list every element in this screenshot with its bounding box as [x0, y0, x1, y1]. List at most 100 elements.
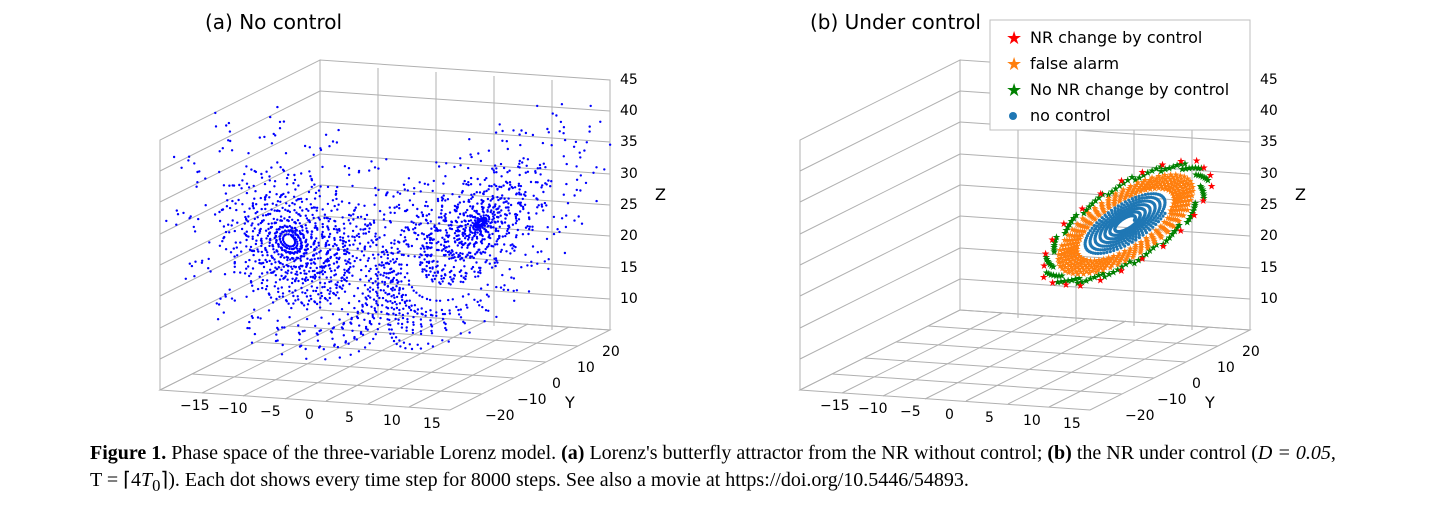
svg-text:10: 10: [620, 291, 638, 307]
svg-text:★: ★: [1096, 275, 1105, 286]
svg-text:★: ★: [1138, 168, 1147, 179]
panel-b-z-label: Z: [1295, 185, 1306, 204]
svg-text:★: ★: [1158, 160, 1167, 171]
panel-a-title: (a) No control: [205, 10, 342, 34]
svg-text:40: 40: [620, 103, 638, 119]
svg-text:20: 20: [620, 228, 638, 244]
svg-text:−10: −10: [517, 392, 547, 408]
panel-a: (a) No control: [90, 10, 710, 430]
svg-text:0: 0: [305, 407, 314, 423]
svg-text:25: 25: [1260, 197, 1278, 213]
star-icon: ★: [1006, 80, 1022, 100]
panel-b-legend: ★ NR change by control ★ false alarm ★ N…: [990, 20, 1250, 130]
svg-text:★: ★: [1059, 219, 1068, 230]
svg-text:−10: −10: [1157, 392, 1187, 408]
svg-text:★: ★: [1076, 281, 1085, 292]
figure-caption: Figure 1. Phase space of the three-varia…: [90, 440, 1350, 498]
legend-item-1: NR change by control: [1030, 28, 1202, 47]
panel-b-x-label: X: [945, 427, 956, 430]
svg-text:−20: −20: [485, 408, 515, 424]
caption-url: https://doi.org/10.5446/54893: [725, 469, 964, 491]
svg-text:−10: −10: [858, 401, 888, 417]
panel-b-y-ticks: −20 −10 0 10 20: [1125, 344, 1260, 424]
star-icon: ★: [1006, 54, 1022, 74]
panel-a-x-ticks: −15 −10 −5 0 5 10 15: [180, 398, 441, 430]
svg-text:★: ★: [1190, 211, 1199, 222]
svg-text:30: 30: [620, 166, 638, 182]
panel-a-z-ticks: 10 15 20 25 30 35 40 45: [620, 72, 638, 307]
svg-text:30: 30: [1260, 166, 1278, 182]
dot-icon: [1009, 112, 1017, 120]
svg-text:★: ★: [1117, 176, 1126, 187]
svg-text:★: ★: [1138, 254, 1147, 265]
svg-text:20: 20: [1242, 344, 1260, 360]
caption-text-1: Phase space of the three-variable Lorenz…: [166, 442, 561, 464]
caption-tail: .: [964, 469, 969, 491]
svg-text:★: ★: [1105, 193, 1113, 203]
panel-a-y-label: Y: [564, 393, 575, 412]
svg-text:★: ★: [1048, 278, 1057, 289]
svg-text:20: 20: [1260, 228, 1278, 244]
panel-b-title: (b) Under control: [810, 10, 981, 34]
caption-label: Figure 1.: [90, 442, 166, 464]
panel-a-z-label: Z: [655, 185, 666, 204]
svg-text:5: 5: [985, 410, 994, 426]
svg-text:★: ★: [1159, 242, 1168, 253]
svg-text:★: ★: [1192, 156, 1201, 167]
svg-text:−15: −15: [820, 398, 850, 414]
svg-text:10: 10: [577, 360, 595, 376]
svg-text:★: ★: [1177, 156, 1186, 167]
svg-text:−15: −15: [180, 398, 210, 414]
caption-T-post: ⌉). Each dot shows every time step for 8…: [160, 469, 725, 491]
svg-text:★: ★: [1062, 280, 1071, 291]
svg-text:10: 10: [383, 413, 401, 429]
svg-text:−5: −5: [900, 404, 921, 420]
svg-text:★: ★: [1206, 171, 1215, 182]
svg-text:15: 15: [1063, 416, 1081, 430]
svg-text:−10: −10: [218, 401, 248, 417]
svg-text:★: ★: [1127, 181, 1135, 191]
svg-text:★: ★: [1048, 235, 1057, 246]
svg-text:0: 0: [552, 376, 561, 392]
svg-text:5: 5: [345, 410, 354, 426]
svg-text:−20: −20: [1125, 408, 1155, 424]
svg-text:★: ★: [1112, 189, 1120, 199]
svg-text:★: ★: [1199, 196, 1208, 207]
svg-text:15: 15: [620, 260, 638, 276]
svg-text:10: 10: [1023, 413, 1041, 429]
svg-text:0: 0: [1192, 376, 1201, 392]
caption-b-pre: the NR under control (: [1072, 442, 1258, 464]
svg-text:45: 45: [620, 72, 638, 88]
caption-b-bold: (b): [1047, 442, 1071, 464]
svg-text:10: 10: [1217, 360, 1235, 376]
panel-b-plot: ★★★★★★★★★★★★★★★★★★★★★★★★★★★★★★★★★★★★★★★★…: [730, 10, 1350, 430]
svg-text:35: 35: [1260, 134, 1278, 150]
panel-a-plot: −15 −10 −5 0 5 10 15 X −20 −10 0 10 20: [90, 10, 710, 430]
panel-a-x-label: X: [305, 427, 316, 430]
caption-text-a: Lorenz's butterfly attractor from the NR…: [584, 442, 1047, 464]
panel-b-y-label: Y: [1204, 393, 1215, 412]
panels-row: (a) No control: [90, 10, 1350, 430]
panel-b-x-ticks: −15 −10 −5 0 5 10 15: [820, 398, 1081, 430]
svg-text:★: ★: [1207, 181, 1216, 192]
svg-text:35: 35: [620, 134, 638, 150]
figure-1: (a) No control: [0, 0, 1440, 531]
svg-text:25: 25: [620, 197, 638, 213]
svg-text:0: 0: [945, 407, 954, 423]
svg-text:★: ★: [1148, 173, 1156, 183]
svg-text:45: 45: [1260, 72, 1278, 88]
svg-text:20: 20: [602, 344, 620, 360]
svg-text:−5: −5: [260, 404, 281, 420]
panel-a-y-ticks: −20 −10 0 10 20: [485, 344, 620, 424]
svg-text:10: 10: [1260, 291, 1278, 307]
svg-text:★: ★: [1078, 204, 1087, 215]
caption-a-bold: (a): [561, 442, 584, 464]
panel-b-z-ticks: 10 15 20 25 30 35 40 45: [1260, 72, 1278, 307]
svg-text:★: ★: [1176, 226, 1185, 237]
star-icon: ★: [1006, 28, 1022, 48]
svg-text:15: 15: [423, 416, 441, 430]
svg-text:★: ★: [1134, 178, 1142, 188]
legend-item-3: No NR change by control: [1030, 80, 1229, 99]
legend-item-2: false alarm: [1030, 54, 1119, 73]
caption-D: D = 0.05: [1258, 442, 1331, 464]
